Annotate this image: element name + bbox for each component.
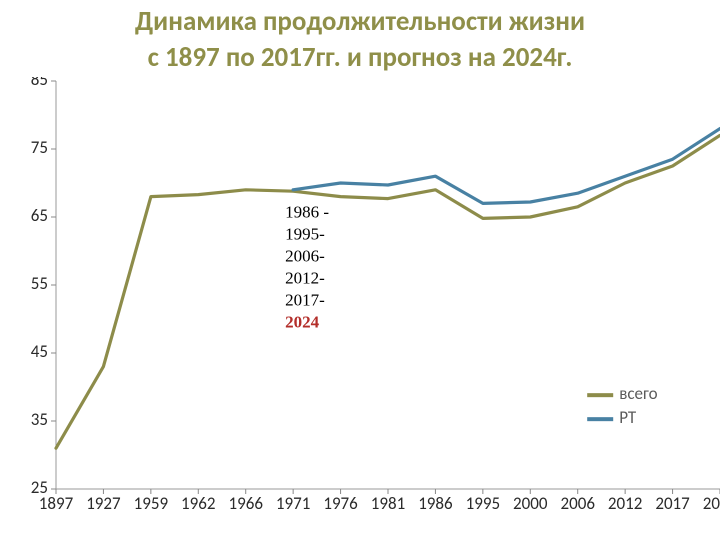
x-tick-label: 1976 [323, 493, 358, 514]
legend-label: РТ [619, 407, 637, 428]
x-tick-label: 1986 [418, 493, 453, 514]
x-tick-label: 1897 [39, 493, 74, 514]
annotation-highlight: 2024 [285, 313, 320, 332]
x-tick-label: 1927 [86, 493, 121, 514]
x-tick-label: 1962 [181, 493, 215, 514]
y-tick-label: 75 [31, 137, 48, 158]
x-tick-label: 1971 [276, 493, 310, 514]
x-tick-label: 1966 [228, 493, 263, 514]
x-tick-label: 2000 [513, 493, 548, 514]
chart-title: Динамика продолжительности жизни с 1897 … [0, 0, 720, 77]
x-tick-label: 2012 [608, 493, 642, 514]
annotation-line: 2006- [285, 247, 325, 266]
legend-label: всего [619, 383, 657, 404]
y-tick-label: 55 [31, 273, 48, 294]
x-tick-label: 1995 [466, 493, 500, 514]
annotation-line: 2012- [285, 269, 325, 288]
x-tick-label: 2017 [655, 493, 690, 514]
annotation-line: 1986 - [285, 203, 329, 222]
x-tick-label: 1981 [371, 493, 405, 514]
x-tick-label: 2006 [560, 493, 595, 514]
legend-swatch [587, 417, 613, 421]
y-tick-label: 65 [31, 205, 48, 226]
line-chart: 2535455565758518971927195919621966197119… [0, 77, 720, 527]
chart-svg: 2535455565758518971927195919621966197119… [0, 77, 720, 527]
annotation-line: 1995- [285, 225, 325, 244]
x-tick-label: 1959 [134, 493, 169, 514]
y-tick-label: 85 [31, 77, 48, 90]
legend-swatch [587, 393, 613, 397]
annotation-line: 2017- [285, 291, 325, 310]
y-tick-label: 45 [31, 341, 48, 362]
y-tick-label: 35 [31, 409, 48, 430]
x-tick-label: 2024 [703, 493, 720, 514]
